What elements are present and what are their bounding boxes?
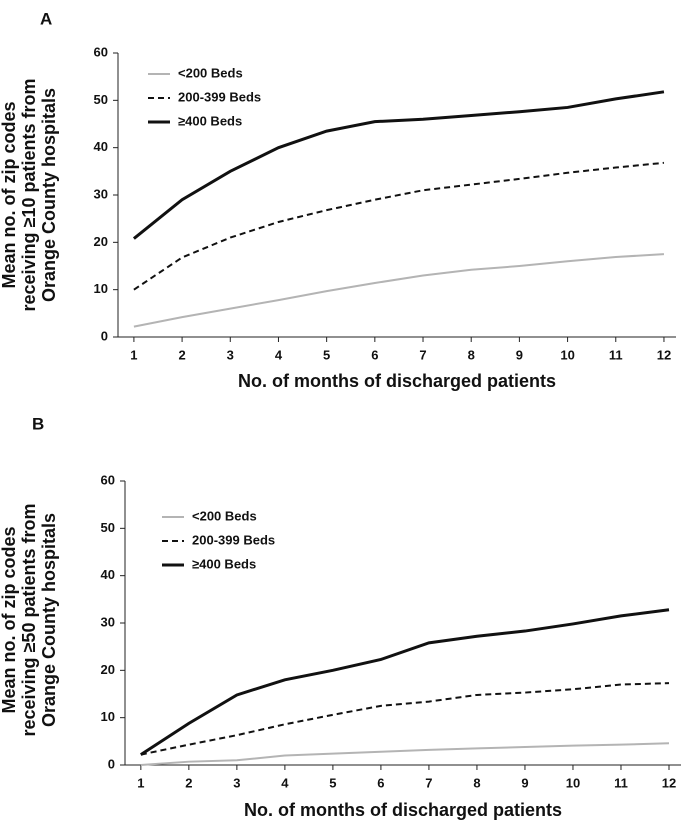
y-tick-label: 40 bbox=[101, 567, 115, 582]
y-tick-label: 10 bbox=[101, 709, 115, 724]
y-tick-label: 30 bbox=[101, 614, 115, 629]
x-tick-label: 9 bbox=[516, 347, 523, 362]
x-tick-label: 11 bbox=[614, 775, 628, 790]
y-tick-label: 10 bbox=[94, 281, 108, 296]
legend-label: 200-399 Beds bbox=[192, 532, 275, 547]
y-tick-label: 50 bbox=[101, 520, 115, 535]
y-axis-title-line: Orange County hospitals bbox=[39, 513, 59, 727]
y-axis-title-line: Orange County hospitals bbox=[39, 88, 59, 302]
x-tick-label: 4 bbox=[281, 775, 289, 790]
y-tick-label: 20 bbox=[101, 662, 115, 677]
x-tick-label: 4 bbox=[275, 347, 283, 362]
y-tick-label: 0 bbox=[101, 328, 108, 343]
x-tick-label: 1 bbox=[130, 347, 137, 362]
legend-label: ≥400 Beds bbox=[178, 113, 242, 128]
series-line bbox=[132, 90, 665, 240]
x-tick-label: 2 bbox=[185, 775, 192, 790]
series-line bbox=[133, 161, 665, 291]
y-axis-title-line: receiving ≥50 patients from bbox=[19, 504, 39, 737]
y-tick-label: 0 bbox=[108, 756, 115, 771]
panel-label: B bbox=[32, 414, 44, 433]
x-tick-label: 8 bbox=[468, 347, 475, 362]
legend-label: 200-399 Beds bbox=[178, 89, 261, 104]
y-tick-label: 60 bbox=[94, 44, 108, 59]
x-tick-label: 3 bbox=[233, 775, 240, 790]
x-tick-label: 1 bbox=[137, 775, 144, 790]
x-tick-label: 12 bbox=[662, 775, 676, 790]
x-tick-label: 10 bbox=[560, 347, 574, 362]
x-tick-label: 10 bbox=[566, 775, 580, 790]
y-tick-label: 20 bbox=[94, 234, 108, 249]
y-axis-title-line: Mean no. of zip codes bbox=[0, 101, 19, 288]
legend-label: ≥400 Beds bbox=[192, 556, 256, 571]
x-tick-label: 6 bbox=[377, 775, 384, 790]
y-tick-label: 40 bbox=[94, 139, 108, 154]
y-axis-title: Mean no. of zip codes receiving ≥50 patie… bbox=[0, 504, 59, 737]
x-tick-label: 6 bbox=[371, 347, 378, 362]
x-tick-label: 2 bbox=[178, 347, 185, 362]
y-axis-title-line: receiving ≥10 patients from bbox=[19, 79, 39, 312]
x-axis-title: No. of months of discharged patients bbox=[244, 800, 562, 820]
x-tick-label: 5 bbox=[329, 775, 336, 790]
series-line bbox=[133, 253, 665, 328]
x-tick-label: 7 bbox=[425, 775, 432, 790]
series-line bbox=[140, 682, 670, 756]
y-axis-title-line: Mean no. of zip codes bbox=[0, 526, 19, 713]
x-tick-label: 12 bbox=[657, 347, 671, 362]
series-line bbox=[140, 608, 670, 756]
x-tick-label: 8 bbox=[473, 775, 480, 790]
series-line bbox=[140, 742, 670, 766]
y-tick-label: 60 bbox=[101, 472, 115, 487]
x-tick-label: 3 bbox=[227, 347, 234, 362]
legend-label: <200 Beds bbox=[192, 508, 257, 523]
legend-label: <200 Beds bbox=[178, 65, 243, 80]
panel-label: A bbox=[40, 9, 52, 28]
x-axis-title: No. of months of discharged patients bbox=[238, 371, 556, 391]
x-tick-label: 7 bbox=[419, 347, 426, 362]
y-tick-label: 30 bbox=[94, 186, 108, 201]
y-axis-title: Mean no. of zip codes receiving ≥10 patie… bbox=[0, 79, 59, 312]
y-tick-label: 50 bbox=[94, 92, 108, 107]
x-tick-label: 5 bbox=[323, 347, 330, 362]
x-tick-label: 11 bbox=[609, 347, 623, 362]
x-tick-label: 9 bbox=[521, 775, 528, 790]
